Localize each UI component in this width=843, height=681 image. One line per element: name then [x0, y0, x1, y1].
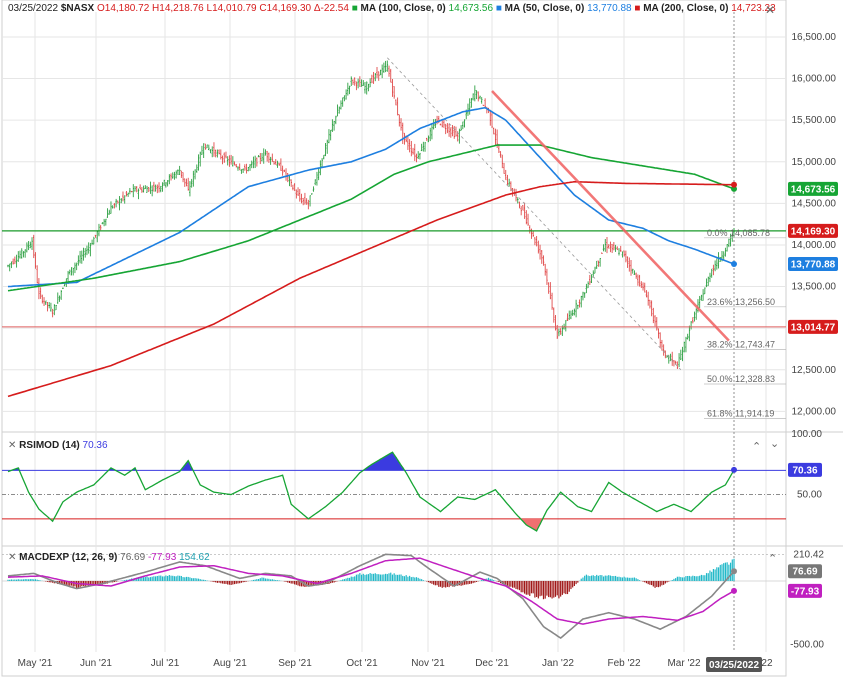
price-tag-box — [788, 223, 838, 238]
legend-ma200-value: 14,723.23 — [731, 3, 776, 14]
y-tick-label: 14,000.00 — [792, 240, 837, 251]
fib-label: 61.8% 11,914.19 — [707, 408, 774, 418]
macd-tag-box — [788, 583, 822, 598]
price-tags: 14,673.56 14,169.30 13,770.88 13,014.77 70.3… — [706, 181, 838, 672]
header-open: O14,180.72 — [96, 3, 150, 14]
macd-remove-icon[interactable]: ✕ — [8, 552, 17, 563]
price-panel: 0.0% 14,085.78 23.6% 13,256.50 38.2% 12,74… — [2, 57, 786, 419]
price-tag-box — [788, 319, 838, 334]
x-tick-label: '22 — [759, 658, 772, 669]
macd-line — [7, 553, 735, 639]
legend-ma200-swatch: ■ — [634, 3, 641, 14]
header-change: Δ-22.54 — [313, 3, 349, 14]
ma200-line-endpoint — [731, 181, 737, 188]
rsi-overbought-fill — [12, 452, 735, 471]
macd-tag-text: 76.69 — [792, 567, 817, 578]
ma100-line-endpoint — [731, 185, 737, 192]
y-tick-label: 12,000.00 — [792, 406, 837, 417]
ma100-line — [7, 144, 735, 292]
x-tick-label: May '21 — [18, 658, 53, 669]
x-tick-label: Dec '21 — [475, 658, 509, 669]
price-header: 03/25/2022 $NASX O14,180.72 H14,218.76 L… — [8, 3, 776, 14]
rsi-oversold-fill — [50, 518, 543, 531]
rsi-label: RSIMOD (14) — [19, 440, 80, 451]
price-tag-text: 13,770.88 — [791, 260, 836, 271]
fib-label: 50.0% 12,328.83 — [707, 374, 775, 384]
x-tick-label: Jun '21 — [80, 658, 112, 669]
rsi-value: 70.36 — [82, 440, 108, 451]
legend-ma50-label: MA (50, Close, 0) — [504, 3, 585, 14]
legend-ma200-label: MA (200, Close, 0) — [643, 3, 729, 14]
x-tick-label: Jul '21 — [151, 658, 180, 669]
rsi-panel — [2, 451, 786, 532]
trend-line — [491, 90, 730, 342]
header-high: H14,218.76 — [152, 3, 204, 14]
price-tag-text: 14,169.30 — [791, 226, 836, 237]
fib-label: 23.6% 13,256.50 — [707, 297, 775, 307]
macd-header: ✕ MACDEXP (12, 26, 9) 76.69 -77.93 154.6… — [8, 552, 210, 563]
price-tag-text: 14,673.56 — [791, 184, 836, 195]
macd-signal-value: -77.93 — [147, 552, 177, 563]
y-tick-label: 16,500.00 — [792, 32, 837, 43]
legend-ma100-value: 14,673.56 — [448, 3, 494, 14]
fib-label: 0.0% 14,085.78 — [707, 228, 770, 238]
rsi-line — [7, 451, 735, 532]
header-low: L14,010.79 — [206, 3, 257, 14]
price-tag-text: 13,014.77 — [791, 322, 836, 333]
date-badge-text: 03/25/2022 — [709, 660, 759, 671]
y-tick-label: 13,500.00 — [792, 282, 837, 293]
macd-y-tick: 210.42 — [793, 549, 824, 560]
ma200-line — [7, 180, 734, 398]
ma50-line — [7, 106, 735, 288]
header-symbol: $NASX — [60, 3, 95, 14]
x-tick-label: Sep '21 — [278, 658, 312, 669]
ma50-line-endpoint — [731, 261, 737, 268]
fib-retrace-line — [387, 57, 682, 371]
rsi-tag-box — [788, 462, 822, 477]
rsi-endpoint — [731, 466, 737, 473]
legend-ma100-swatch: ■ — [351, 3, 358, 14]
macd-signal-line — [7, 557, 735, 625]
rsi-y-tick: 100.00 — [791, 429, 822, 440]
legend-ma50-value: 13,770.88 — [587, 3, 632, 14]
x-tick-label: Feb '22 — [607, 658, 640, 669]
macd-endpoint — [731, 568, 737, 575]
y-tick-label: 14,500.00 — [792, 198, 837, 209]
y-tick-label: 12,500.00 — [792, 365, 837, 376]
rsi-header: ✕ RSIMOD (14) 70.36 — [8, 440, 108, 451]
x-tick-label: Aug '21 — [213, 658, 247, 669]
rsi-tag-text: 70.36 — [792, 465, 817, 476]
legend-ma100-label: MA (100, Close, 0) — [360, 3, 446, 14]
macd-signal-endpoint — [731, 587, 737, 594]
macd-label: MACDEXP (12, 26, 9) — [19, 552, 118, 563]
x-tick-label: Nov '21 — [411, 658, 445, 669]
macd-move-up-icon[interactable]: ⌃ — [768, 553, 778, 565]
header-date: 03/25/2022 — [8, 3, 59, 14]
legend-ma50-swatch: ■ — [495, 3, 502, 14]
price-tag-box — [788, 181, 838, 196]
macd-y-tick: -500.00 — [790, 639, 824, 650]
x-tick-label: Jan '22 — [542, 658, 574, 669]
close-icon[interactable]: ✕ — [765, 3, 776, 17]
price-tag-box — [788, 257, 838, 272]
rsi-y-tick: 50.00 — [797, 490, 822, 501]
header-close: C14,169.30 — [259, 3, 312, 14]
macd-histogram-value: 154.62 — [179, 552, 210, 563]
rsi-settings-icon[interactable]: ✕ — [8, 440, 17, 451]
date-badge-box — [706, 657, 762, 672]
y-tick-label: 16,000.00 — [792, 74, 837, 85]
macd-tag-box — [788, 564, 822, 579]
rsi-move-up-icon[interactable]: ⌃ — [752, 441, 762, 453]
y-tick-label: 15,000.00 — [792, 157, 837, 168]
fib-label: 38.2% 12,743.47 — [707, 340, 775, 350]
macd-panel — [2, 553, 786, 639]
y-tick-label: 15,500.00 — [792, 115, 837, 126]
rsi-move-down-icon[interactable]: ⌄ — [770, 438, 780, 450]
macd-value: 76.69 — [120, 552, 146, 563]
x-tick-label: Mar '22 — [667, 658, 700, 669]
macd-tag-text: -77.93 — [791, 586, 820, 597]
x-tick-label: Oct '21 — [346, 658, 378, 669]
